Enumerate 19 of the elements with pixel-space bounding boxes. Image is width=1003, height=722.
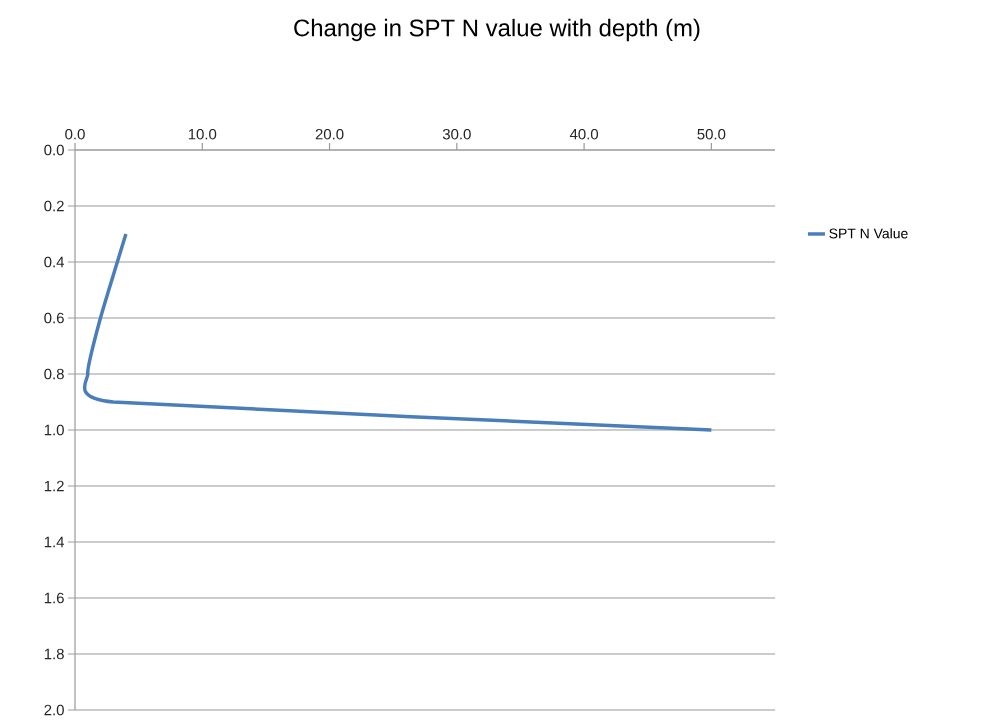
y-tick-label: 1.8: [44, 648, 64, 660]
x-tick-label: 0.0: [65, 128, 85, 140]
x-tick-label: 10.0: [188, 128, 217, 140]
y-tick-label: 1.2: [44, 480, 64, 492]
y-tick-label: 0.0: [44, 144, 64, 156]
x-tick-label: 40.0: [569, 128, 599, 140]
x-tick-label: 30.0: [442, 128, 471, 140]
y-tick-label: 1.0: [44, 424, 64, 436]
y-tick-label: 0.8: [44, 368, 64, 380]
y-tick-label: 2.0: [44, 704, 64, 716]
y-tick-label: 0.2: [44, 200, 64, 212]
legend-label: SPT N Value: [829, 228, 908, 239]
y-tick-label: 0.6: [44, 312, 64, 324]
x-tick-label: 50.0: [697, 128, 726, 140]
y-tick-label: 1.6: [44, 592, 64, 604]
x-tick-label: 20.0: [315, 128, 344, 140]
y-tick-label: 1.4: [44, 536, 65, 548]
chart-title: Change in SPT N value with depth (m): [294, 18, 700, 42]
y-tick-label: 0.4: [44, 256, 65, 268]
